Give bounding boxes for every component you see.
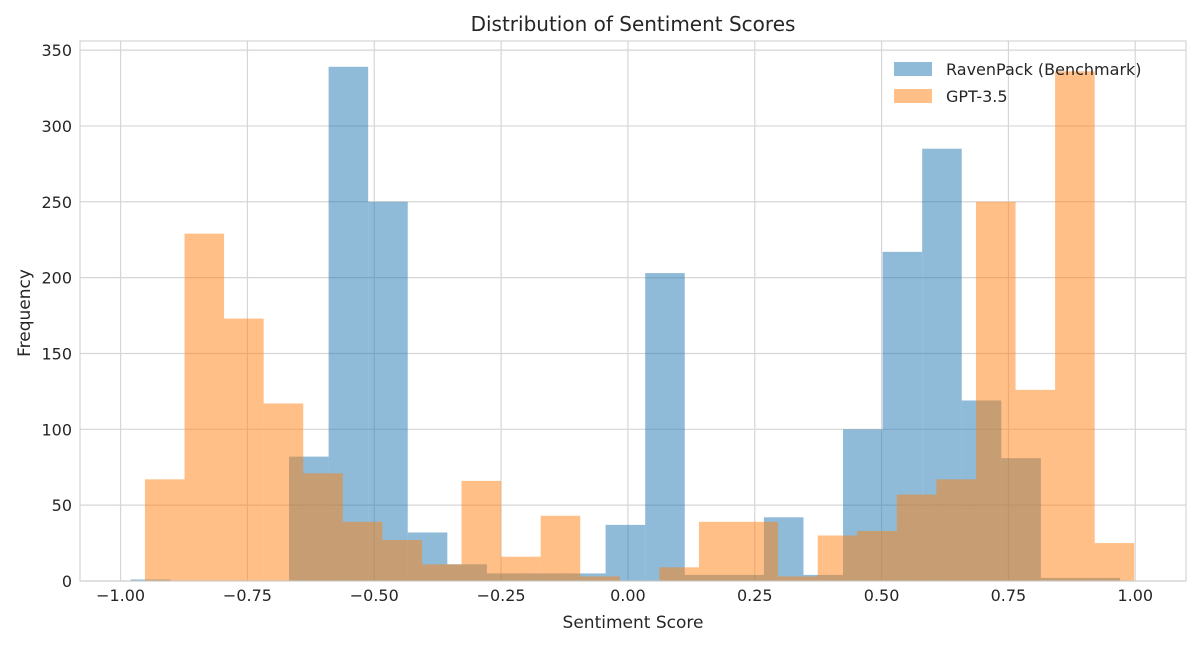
histogram-bar <box>659 567 699 581</box>
x-tick-label: 0.00 <box>610 586 646 605</box>
histogram-bar <box>368 201 408 582</box>
histogram-bar <box>501 556 541 581</box>
histogram-bar <box>778 576 818 581</box>
x-tick-label: −0.50 <box>350 586 399 605</box>
histogram-bar <box>580 576 620 581</box>
series-gpt35-bars <box>144 71 1135 582</box>
y-tick-labels: 0 50 100 150 200 250 300 350 <box>41 41 72 591</box>
histogram-bar <box>224 318 264 581</box>
histogram-bar <box>461 480 502 581</box>
y-tick-label: 50 <box>52 496 72 515</box>
chart-title: Distribution of Sentiment Scores <box>471 12 796 36</box>
x-tick-label: 1.00 <box>1117 586 1153 605</box>
x-tick-label: −1.00 <box>96 586 145 605</box>
legend-label: GPT-3.5 <box>946 87 1008 106</box>
legend-swatch <box>894 62 932 76</box>
histogram-bar <box>184 233 225 581</box>
histogram-bar <box>421 564 462 581</box>
histogram-bar <box>817 535 858 581</box>
histogram-bar <box>738 521 779 581</box>
histogram-bar <box>263 403 304 581</box>
y-tick-label: 300 <box>41 117 72 136</box>
histogram-bar <box>936 479 976 581</box>
x-axis-label: Sentiment Score <box>563 613 704 633</box>
legend: RavenPack (Benchmark) GPT-3.5 <box>894 60 1142 106</box>
x-tick-label: 0.50 <box>864 586 900 605</box>
x-tick-label: −0.25 <box>477 586 526 605</box>
y-tick-label: 250 <box>41 193 72 212</box>
x-tick-label: −0.75 <box>223 586 272 605</box>
legend-swatch <box>894 89 932 103</box>
histogram-bar <box>540 515 581 581</box>
y-tick-label: 150 <box>41 344 72 363</box>
histogram-bar <box>303 473 343 581</box>
plot-frame <box>79 40 1187 582</box>
histogram-bar <box>605 524 646 581</box>
x-tick-label: 0.25 <box>737 586 773 605</box>
histogram-bar <box>342 521 383 581</box>
y-tick-label: 350 <box>41 41 72 60</box>
x-tick-labels: −1.00 −0.75 −0.50 −0.25 0.00 0.25 0.50 0.75 1.00 <box>96 586 1153 605</box>
histogram-bar <box>698 521 739 581</box>
histogram-bar <box>975 201 1016 582</box>
histogram-bar <box>1015 389 1056 581</box>
histogram-bar <box>857 530 897 581</box>
y-tick-label: 0 <box>62 572 72 591</box>
histogram-bar <box>645 273 685 581</box>
x-tick-label: 0.75 <box>991 586 1027 605</box>
histogram-bar <box>144 479 185 581</box>
histogram-bar <box>382 540 422 581</box>
y-axis-label: Frequency <box>15 269 35 357</box>
y-tick-label: 200 <box>41 269 72 288</box>
histogram-bar <box>1055 71 1095 581</box>
histogram-bar <box>1094 543 1135 581</box>
histogram-bar <box>896 494 937 581</box>
y-tick-label: 100 <box>41 420 72 439</box>
legend-label: RavenPack (Benchmark) <box>946 60 1142 79</box>
